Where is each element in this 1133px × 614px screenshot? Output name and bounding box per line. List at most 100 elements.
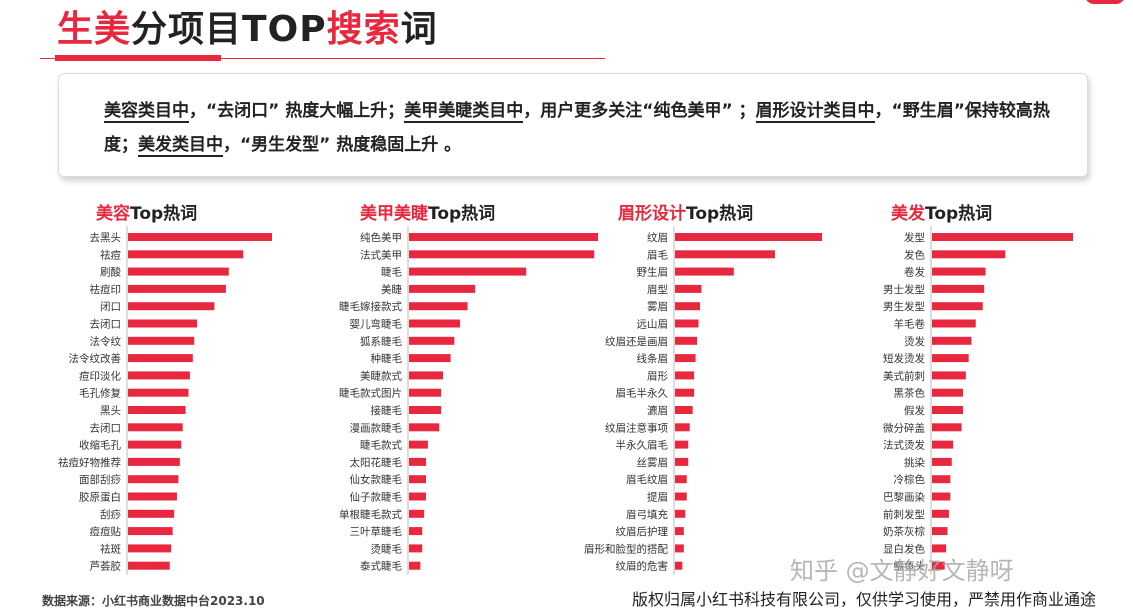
hair-category-label: 发色 xyxy=(904,248,925,261)
brows-category-label: 丝雾眉 xyxy=(637,457,669,469)
watermark: 知乎 @文静好文静呀 xyxy=(790,557,1014,585)
nails-category-label: 睫毛 xyxy=(381,267,402,279)
beauty-category-label: 祛斑 xyxy=(100,542,121,555)
summary-cat-1: 美容类目中 xyxy=(104,101,189,123)
chart-title-brows: 眉形设计Top热词 xyxy=(618,199,753,224)
nails-category-label: 美睫 xyxy=(381,283,402,296)
beauty-bar-chart: 去黑头祛痘刷酸祛痘印闭口去闭口法令纹法令纹改善痘印淡化毛孔修复黑头去闭口收缩毛孔… xyxy=(58,226,272,575)
hair-bar xyxy=(932,354,969,363)
brows-bar xyxy=(675,440,689,449)
nails-category-label: 种睫毛 xyxy=(371,352,403,365)
hair-bar xyxy=(932,388,964,397)
nails-category-label: 仙女款睫毛 xyxy=(350,473,403,486)
beauty-bar xyxy=(128,406,186,414)
nails-bar xyxy=(409,423,440,432)
brows-bar xyxy=(675,509,686,518)
summary-text-2: ，用户更多关注“纯色美甲” ； xyxy=(523,101,756,121)
nails-bar xyxy=(409,440,428,449)
brows-category-label: 纹眉还是画眉 xyxy=(605,335,668,348)
hair-category-label: 卷发 xyxy=(904,266,925,279)
brows-bar xyxy=(675,492,687,501)
chart-title-hair-red: 美发 xyxy=(891,204,925,224)
hair-category-label: 巴黎画染 xyxy=(883,491,925,504)
hair-bar xyxy=(932,561,945,570)
brows-category-label: 瀌眉 xyxy=(647,404,668,417)
brows-bar xyxy=(675,388,695,397)
hair-bar xyxy=(932,319,976,328)
chart-title-nails-red: 美甲美睫 xyxy=(360,204,428,224)
hair-category-label: 羊毛卷 xyxy=(894,318,926,331)
brows-bar xyxy=(675,561,683,570)
summary-text-3: ，“野生眉”保持较高热度； xyxy=(104,101,1050,155)
beauty-category-label: 痘印淡化 xyxy=(79,369,121,382)
nails-category-label: 漫画款睫毛 xyxy=(350,421,403,434)
hair-category-label: 微分碎盖 xyxy=(883,421,925,434)
beauty-category-label: 闭口 xyxy=(100,300,121,313)
brows-bar xyxy=(675,527,684,536)
hair-category-label: 短发烫发 xyxy=(883,352,925,365)
hair-category-label: 鲻鱼头 xyxy=(894,560,926,573)
chart-title-beauty: 美容Top热词 xyxy=(96,199,197,224)
hair-bar xyxy=(932,302,983,311)
beauty-bar xyxy=(128,388,189,397)
beauty-category-label: 面部刮痧 xyxy=(79,473,121,486)
nails-bar xyxy=(409,284,476,293)
brows-category-label: 半永久眉毛 xyxy=(616,439,669,452)
nails-category-label: 接睫毛 xyxy=(371,404,403,417)
summary-cat-2: 美甲美睫类目中 xyxy=(404,101,524,123)
hair-category-label: 假发 xyxy=(904,404,925,417)
brows-bar xyxy=(675,319,699,328)
title-underline xyxy=(40,58,605,59)
beauty-bar xyxy=(128,267,229,276)
hair-category-label: 奶茶灰棕 xyxy=(883,525,925,538)
beauty-category-label: 去闭口 xyxy=(90,318,122,331)
brows-bar xyxy=(675,406,693,414)
beauty-bar xyxy=(128,371,190,380)
nails-bar xyxy=(409,561,421,570)
beauty-category-label: 祛痘好物推荐 xyxy=(58,456,121,469)
nails-bar xyxy=(409,509,425,518)
nails-bar xyxy=(409,302,468,311)
hair-category-label: 法式烫发 xyxy=(883,439,925,452)
hair-category-label: 显白发色 xyxy=(883,542,925,555)
chart-title-brows-red: 眉形设计 xyxy=(618,204,686,224)
brows-category-label: 线条眉 xyxy=(637,352,669,365)
hair-bar xyxy=(932,233,1073,241)
nails-category-label: 纯色美甲 xyxy=(360,231,402,244)
brows-category-label: 眉形 xyxy=(647,370,668,382)
nails-bar xyxy=(409,492,427,501)
nails-category-label: 婴儿弯睫毛 xyxy=(350,318,403,331)
beauty-category-label: 祛痘印 xyxy=(90,283,122,296)
nails-bar xyxy=(409,527,423,536)
brows-bar xyxy=(675,233,822,241)
beauty-bar xyxy=(128,423,183,432)
hair-category-label: 男生发型 xyxy=(883,300,925,313)
hair-bar xyxy=(932,336,972,345)
beauty-category-label: 法令纹改善 xyxy=(69,352,122,365)
hair-bar xyxy=(932,527,948,536)
beauty-bar xyxy=(128,250,244,259)
brows-category-label: 纹眉注意事项 xyxy=(605,421,668,434)
nails-category-label: 泰式睫毛 xyxy=(360,560,402,573)
title-part4: 搜索 xyxy=(326,9,401,50)
nails-bar xyxy=(409,544,423,553)
hair-category-label: 发型 xyxy=(904,231,925,244)
brows-category-label: 野生眉 xyxy=(637,266,669,279)
page-title: 生美分项目TOP搜索词 xyxy=(57,0,438,52)
beauty-category-label: 法令纹 xyxy=(90,335,122,348)
hair-bar xyxy=(932,544,947,553)
nails-category-label: 睫毛嫁接款式 xyxy=(339,300,402,313)
beauty-category-label: 刷酸 xyxy=(100,266,121,279)
nails-category-label: 美睫款式 xyxy=(360,369,402,382)
beauty-bar xyxy=(128,354,193,363)
beauty-bar xyxy=(128,544,172,553)
hair-bar-chart: 发型发色卷发男士发型男生发型羊毛卷烫发短发烫发美式前刺黑茶色假发微分碎盖法式烫发… xyxy=(883,226,1073,575)
beauty-category-label: 收缩毛孔 xyxy=(79,439,121,452)
beauty-category-label: 祛痘 xyxy=(100,248,121,261)
beauty-bar xyxy=(128,492,177,501)
hair-bar xyxy=(932,423,962,432)
brows-category-label: 眉型 xyxy=(647,283,668,296)
brows-category-label: 眉毛半永久 xyxy=(616,387,669,400)
corner-accent xyxy=(1085,0,1125,4)
beauty-category-label: 毛孔修复 xyxy=(79,387,121,400)
